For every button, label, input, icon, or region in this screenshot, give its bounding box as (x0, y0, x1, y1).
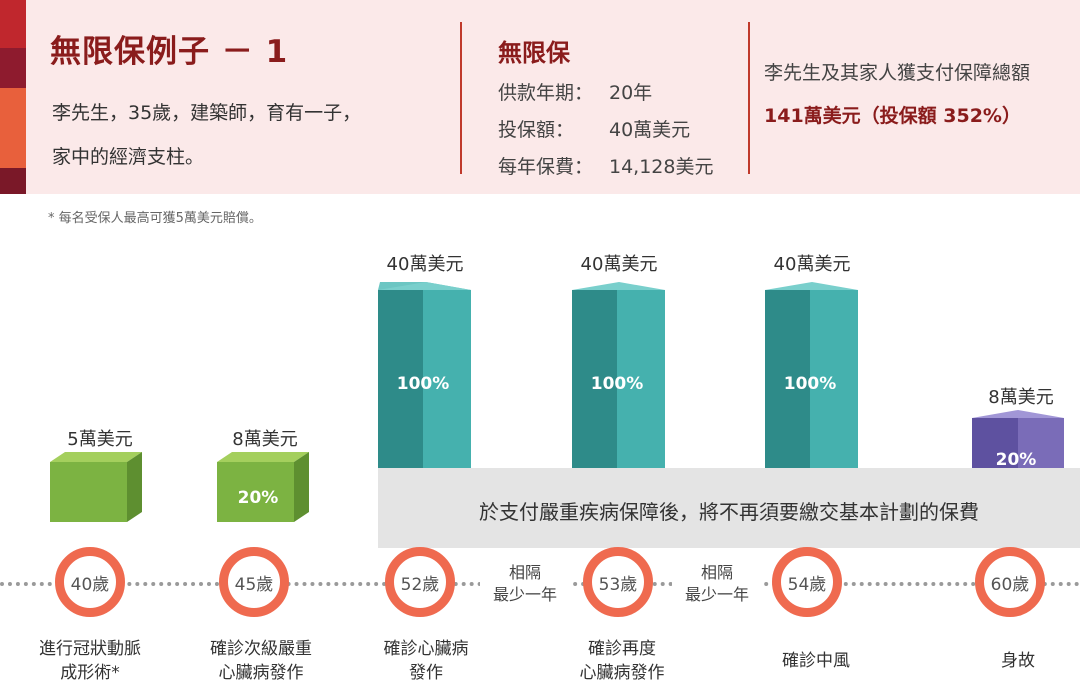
event-label-40: 進行冠狀動脈 成形術* (39, 639, 141, 683)
benefit-amount-40: 5萬美元 (67, 429, 133, 450)
age-marker-40: 40歲 (55, 547, 125, 617)
age-marker-54: 54歲 (772, 547, 842, 617)
event-label-54: 確診中風 (782, 651, 850, 671)
accent-stripe (0, 168, 26, 194)
event-label-60: 身故 (1001, 651, 1035, 671)
client-description-line2: 家中的經濟支柱。 (52, 146, 205, 168)
accent-stripe (0, 0, 26, 48)
interval-label: 相隔 最少一年 (480, 562, 570, 606)
benefit-amount-52: 40萬美元 (386, 254, 464, 275)
age-marker-45: 45歲 (219, 547, 289, 617)
benefit-amount-60: 8萬美元 (988, 387, 1054, 408)
age-marker-53: 53歲 (583, 547, 653, 617)
annual-premium-value: 14,128美元 (609, 156, 714, 178)
sum-insured-label: 投保額： (498, 119, 575, 141)
benefit-percent-54: 100% (783, 374, 837, 394)
divider (460, 22, 462, 174)
sum-insured-value: 40萬美元 (609, 119, 691, 141)
event-label-45: 確診次級嚴重 心臟病發作 (210, 639, 312, 683)
client-description-line1: 李先生，35歲，建築師，育有一子， (52, 102, 362, 124)
plan-name: 無限保 (498, 39, 570, 67)
age-marker-60: 60歲 (975, 547, 1045, 617)
header-panel (0, 0, 1080, 194)
benefit-cube-52 (378, 282, 471, 480)
interval-label: 相隔 最少一年 (672, 562, 762, 606)
benefit-percent-52: 100% (396, 374, 450, 394)
benefit-cube-54 (765, 282, 858, 480)
event-label-53: 確診再度 心臟病發作 (579, 639, 665, 683)
benefit-cube-45 (217, 452, 309, 522)
footnote: * 每名受保人最高可獲5萬美元賠償。 (48, 211, 262, 226)
benefit-amount-53: 40萬美元 (580, 254, 658, 275)
benefit-cube-53 (572, 282, 665, 480)
annual-premium-label: 每年保費： (498, 156, 594, 178)
total-benefit-value: 141萬美元（投保額 352%） (764, 105, 1021, 127)
benefit-amount-45: 8萬美元 (232, 429, 298, 450)
plan-term-value: 20年 (609, 82, 653, 104)
accent-stripe (0, 88, 26, 168)
benefit-percent-53: 100% (590, 374, 644, 394)
benefit-amount-54: 40萬美元 (773, 254, 851, 275)
total-benefit-label: 李先生及其家人獲支付保障總額 (764, 62, 1031, 84)
benefit-percent-60: 20% (995, 450, 1037, 470)
benefit-percent-45: 20% (237, 488, 279, 508)
age-marker-52: 52歲 (385, 547, 455, 617)
divider (748, 22, 750, 174)
premium-waiver-overlay (378, 468, 1080, 548)
example-title: 無限保例子 － 1 (50, 34, 289, 70)
accent-stripe (0, 48, 26, 88)
plan-term-label: 供款年期： (498, 82, 594, 104)
premium-waiver-text: 於支付嚴重疾病保障後，將不再須要繳交基本計劃的保費 (479, 500, 979, 524)
benefit-cube-40 (50, 452, 142, 522)
event-label-52: 確診心臟病 發作 (383, 639, 469, 683)
